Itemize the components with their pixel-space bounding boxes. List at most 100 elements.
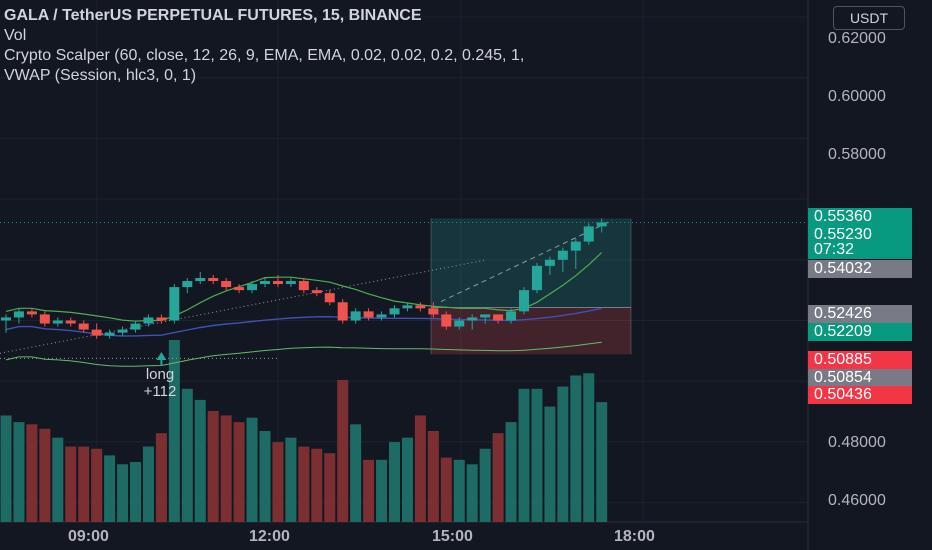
candle-body [376,314,387,318]
volume-bar [65,446,77,522]
candle-body [65,320,76,324]
signal-text: long [145,366,175,383]
candle-body [195,277,206,282]
volume-bars [0,339,608,522]
volume-bar [259,430,271,522]
candle-body [544,259,555,266]
volume-bar [220,415,232,522]
candle-body [169,287,180,321]
price-axis-label: 0.46000 [828,492,886,509]
price-line [0,221,808,366]
volume-bar [401,437,413,522]
candle-body [104,332,115,336]
volume-bar [414,415,426,522]
volume-bar [168,339,180,522]
volume-bar [13,422,25,522]
candle-body [493,314,504,321]
volume-bar [298,446,310,522]
scalper-legend[interactable]: Crypto Scalper (60, close, 12, 26, 9, EM… [4,47,525,64]
candle-body [208,277,219,282]
candle-body [221,281,232,288]
time-axis-label: 18:00 [614,528,655,545]
price-axis-label: 0.62000 [828,30,886,47]
candle-body [454,320,465,327]
chart-legend: GALA / TetherUS PERPETUAL FUTURES, 15, B… [4,6,524,86]
volume-bar [104,455,116,522]
volume-bar [596,402,608,522]
long-arrow-icon [156,352,167,360]
position-tool[interactable] [430,218,632,355]
volume-legend[interactable]: Vol [4,27,27,44]
candle-body [519,290,529,312]
volume-bar [350,424,362,522]
volume-bar [0,415,12,522]
candle-body [13,311,24,318]
trade-path-line [440,220,613,303]
candle-body [156,317,167,321]
volume-bar [324,453,336,522]
target-price-tag: 0.55360 [808,208,912,226]
indicator-price-tag: 0.50436 [808,386,912,404]
candle-body [91,329,102,336]
volume-bar [337,379,349,522]
volume-bar [492,433,504,522]
volume-bar [453,459,465,522]
candle-body [337,302,348,321]
volume-bar [91,448,103,522]
volume-bar [466,464,478,522]
currency-button[interactable]: USDT [833,6,905,30]
volume-bar [505,422,517,522]
volume-bar [233,422,245,522]
time-axis-label: 12:00 [249,528,290,545]
volume-bar [39,428,51,522]
candle-body [311,290,322,294]
indicator-price-tag: 0.52209 [808,323,912,341]
candle-body [234,287,245,291]
volume-bar [376,459,388,522]
volume-bar [207,411,219,522]
candle-body [285,281,296,285]
candle-body [363,311,374,318]
volume-bar [389,442,400,522]
candle-body [117,329,128,333]
candle-body [298,281,309,291]
candle-body [143,317,154,324]
candle-body [350,311,361,321]
volume-bar [272,442,284,522]
candle-body [415,305,426,309]
price-axis-label: 0.58000 [828,146,886,163]
volume-bar [52,437,64,522]
candle-body [1,317,11,321]
volume-bar [285,437,297,522]
candle-body [402,305,413,309]
volume-bar [363,459,375,522]
candle-body [26,311,37,315]
volume-bar [155,433,167,522]
volume-bar [117,464,129,522]
candle-body [389,308,400,315]
candle-body [260,281,270,285]
indicator-price-tag: 0.50854 [808,369,912,387]
candle-body [428,308,439,315]
volume-bar [246,417,258,522]
time-axis-label: 09:00 [68,528,109,545]
candle-body [583,226,594,242]
volume-bar [479,448,491,522]
price-axis-label: 0.60000 [828,88,886,105]
countdown-tag: 07:32 [808,241,912,259]
candle-body [324,293,335,303]
stop-price-tag: 0.50885 [808,351,912,369]
symbol-title[interactable]: GALA / TetherUS PERPETUAL FUTURES, 15, B… [4,7,422,24]
vwap-legend[interactable]: VWAP (Session, hlc3, 0, 1) [4,67,197,84]
volume-bar [518,388,530,522]
last-price-tag: 0.55230 [808,226,912,244]
candle-body [557,250,568,260]
volume-bar [544,406,556,522]
candle-body [39,314,50,324]
time-axis-label: 15:00 [432,528,473,545]
entry-price-tag: 0.52426 [808,305,912,323]
candle-body [272,281,283,285]
price-axis-label: 0.48000 [828,434,886,451]
volume-bar [557,386,569,522]
